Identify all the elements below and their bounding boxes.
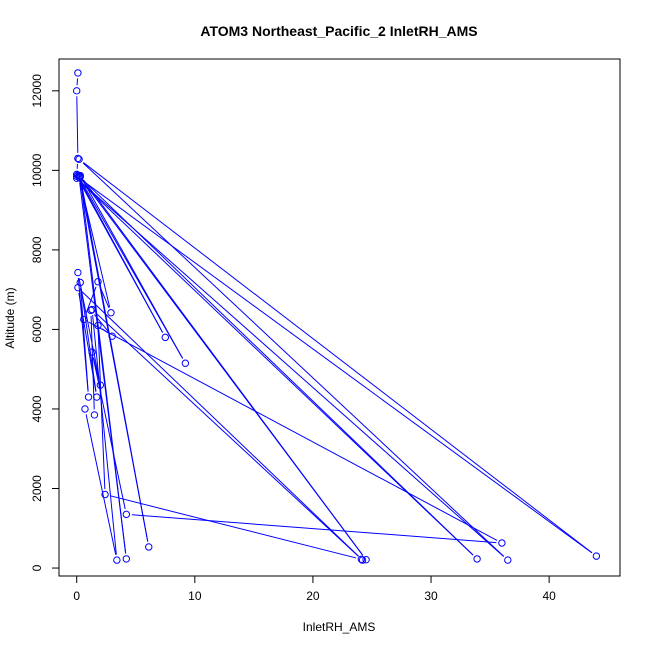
x-tick-label: 30 <box>424 589 438 603</box>
data-point <box>88 305 96 314</box>
chart-title: ATOM3 Northeast_Pacific_2 InletRH_AMS <box>200 23 477 39</box>
series-segment <box>79 182 111 308</box>
x-tick-label: 0 <box>73 589 80 603</box>
data-point <box>161 333 169 342</box>
series-segment <box>80 182 149 542</box>
series-segment <box>97 330 106 489</box>
data-point <box>74 283 82 292</box>
data-point <box>81 405 89 413</box>
data-point <box>80 315 88 324</box>
series-segment <box>110 495 357 559</box>
y-tick-label: 4000 <box>30 395 44 422</box>
data-point <box>90 411 99 419</box>
data-point <box>498 539 506 547</box>
series-segment <box>81 291 359 557</box>
series-segment <box>99 286 110 308</box>
series-segment <box>81 178 474 556</box>
y-tick-label: 10000 <box>30 153 44 187</box>
series-segment <box>83 162 593 554</box>
series-segment <box>85 414 117 555</box>
data-point <box>145 543 153 551</box>
data-point <box>113 556 121 564</box>
data-point <box>101 490 109 499</box>
y-tick-label: 2000 <box>30 475 44 502</box>
y-tick-label: 8000 <box>30 236 44 263</box>
data-point <box>84 393 93 401</box>
series-segment <box>95 312 359 557</box>
data-point <box>74 268 82 277</box>
data-point <box>122 510 131 519</box>
data-point <box>76 173 84 181</box>
data-point <box>107 309 115 317</box>
data-point <box>87 306 95 315</box>
data-point <box>75 155 83 163</box>
series-segment <box>82 162 505 557</box>
y-axis: 0 2000 4000 6000 8000 10000 12000 <box>30 74 60 571</box>
y-tick-label: 0 <box>30 564 44 571</box>
y-axis-label: Altitude (m) <box>3 287 17 348</box>
data-point <box>122 555 131 563</box>
series-segment <box>92 314 117 555</box>
data-point <box>94 278 102 286</box>
data-point <box>88 348 96 356</box>
series-segment <box>80 287 89 392</box>
x-axis: 0 10 20 30 40 <box>73 575 556 603</box>
x-axis-label: InletRH_AMS <box>303 620 376 634</box>
series-segment <box>76 96 79 153</box>
y-tick-label: 12000 <box>30 74 44 108</box>
data-point <box>358 556 367 564</box>
data-point <box>473 555 481 563</box>
data-point <box>592 552 601 560</box>
data-point <box>75 173 83 182</box>
series-segment <box>88 321 498 541</box>
x-tick-label: 40 <box>542 589 556 603</box>
series-lines <box>76 78 593 559</box>
data-point <box>181 359 190 367</box>
series-segment <box>102 328 109 334</box>
series-segment <box>78 180 164 333</box>
series-segment <box>81 180 364 556</box>
y-tick-label: 6000 <box>30 316 44 343</box>
series-segment <box>82 180 184 359</box>
data-point <box>94 321 102 330</box>
series-segment <box>90 315 95 410</box>
plot-frame <box>58 58 621 577</box>
data-point <box>108 332 116 340</box>
data-point <box>362 555 370 564</box>
x-tick-label: 10 <box>188 589 202 603</box>
data-point <box>93 393 101 401</box>
series-segment <box>79 182 127 554</box>
series-segment <box>80 179 593 554</box>
data-point <box>357 555 366 563</box>
series-segment <box>80 181 505 557</box>
series-segment <box>131 514 497 544</box>
data-point <box>74 154 82 163</box>
x-tick-label: 20 <box>306 589 320 603</box>
data-point <box>73 87 81 95</box>
data-point <box>74 69 82 77</box>
data-point <box>504 556 512 564</box>
series-segment <box>93 314 110 333</box>
series-points <box>73 69 601 564</box>
data-point <box>96 381 105 389</box>
